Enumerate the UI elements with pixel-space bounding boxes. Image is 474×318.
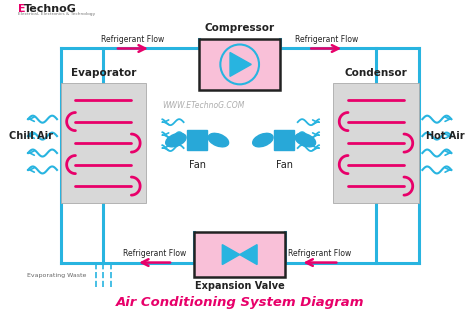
Ellipse shape: [208, 133, 228, 147]
Text: Fan: Fan: [189, 160, 206, 170]
Ellipse shape: [253, 133, 273, 147]
Text: Electrical, Electronics & Technology: Electrical, Electronics & Technology: [18, 12, 96, 16]
Text: Hot Air: Hot Air: [426, 131, 465, 141]
Text: Evaporating Waste: Evaporating Waste: [27, 273, 86, 278]
Polygon shape: [230, 52, 251, 76]
Text: Evaporator: Evaporator: [71, 68, 136, 78]
Text: Condensor: Condensor: [345, 68, 407, 78]
Text: WWW.ETechnoG.COM: WWW.ETechnoG.COM: [163, 101, 245, 110]
Bar: [274, 130, 294, 150]
Bar: [333, 83, 419, 203]
Circle shape: [220, 45, 259, 84]
Text: Chill Air: Chill Air: [9, 131, 53, 141]
Text: Expansion Valve: Expansion Valve: [195, 281, 284, 292]
Text: Air Conditioning System Diagram: Air Conditioning System Diagram: [116, 296, 364, 309]
Text: Compressor: Compressor: [205, 23, 275, 32]
Polygon shape: [222, 245, 240, 265]
Bar: [194, 232, 285, 278]
Ellipse shape: [166, 133, 186, 147]
Text: Refrigerant Flow: Refrigerant Flow: [101, 35, 164, 44]
Text: Refrigerant Flow: Refrigerant Flow: [288, 249, 352, 258]
Text: E: E: [18, 4, 26, 14]
Text: TechnoG: TechnoG: [24, 4, 77, 14]
Bar: [61, 83, 146, 203]
Text: Refrigerant Flow: Refrigerant Flow: [123, 249, 186, 258]
Polygon shape: [240, 245, 257, 265]
Text: Refrigerant Flow: Refrigerant Flow: [294, 35, 358, 44]
Ellipse shape: [295, 133, 316, 147]
Bar: [199, 38, 280, 90]
Bar: [188, 130, 207, 150]
Text: Fan: Fan: [276, 160, 292, 170]
